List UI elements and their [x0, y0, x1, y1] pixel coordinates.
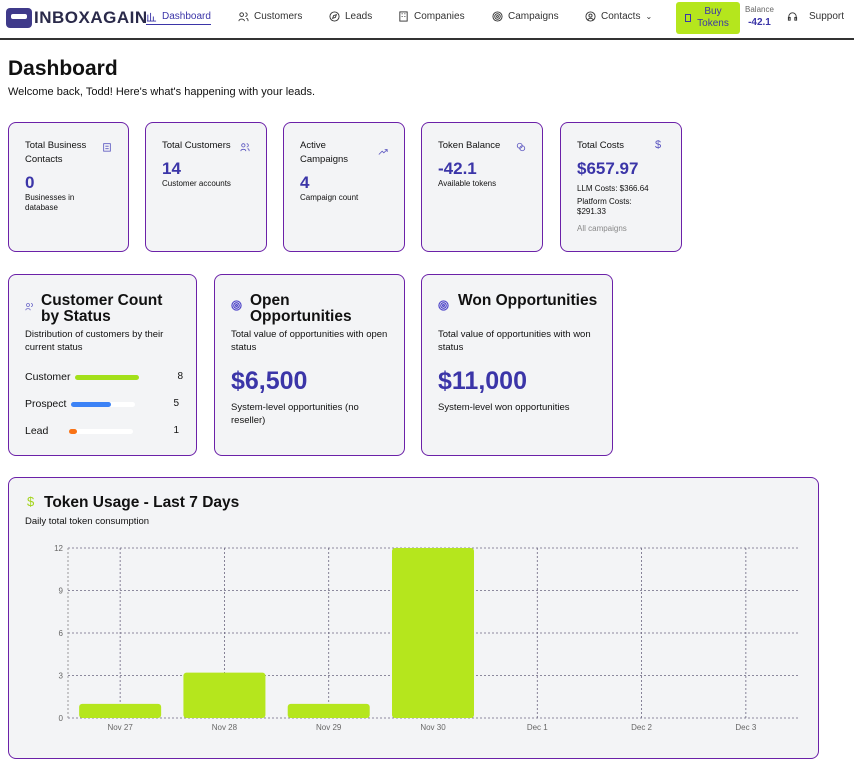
- robot-logo-icon: [6, 8, 32, 28]
- page-title: Dashboard: [8, 57, 118, 80]
- dollar-icon: $: [655, 139, 662, 151]
- target-icon: [231, 300, 242, 311]
- x-tick-label: Nov 29: [316, 723, 342, 732]
- nav-support[interactable]: Support: [787, 11, 844, 22]
- users-icon: [238, 12, 249, 22]
- logo[interactable]: INBOXAGAIN: [6, 8, 148, 28]
- nav-leads[interactable]: Leads: [329, 11, 372, 22]
- status-bar: [71, 402, 135, 407]
- nav-customers[interactable]: Customers: [238, 11, 302, 22]
- open-opportunities-card: Open Opportunities Total value of opport…: [214, 274, 405, 456]
- bar-chart-icon: [146, 12, 157, 22]
- status-row-customer: Customer 8: [25, 371, 183, 383]
- coins-icon: [516, 142, 526, 152]
- user-circle-icon: [585, 11, 596, 22]
- x-tick-label: Dec 1: [527, 723, 548, 732]
- users-icon: [240, 143, 250, 152]
- users-icon: [25, 303, 33, 311]
- chart-subtitle: Daily total token consumption: [25, 516, 150, 527]
- x-tick-label: Nov 28: [212, 723, 238, 732]
- status-bar-fill: [71, 402, 111, 407]
- status-bar: [69, 429, 133, 434]
- y-tick-label: 12: [54, 544, 63, 553]
- building-icon: [103, 143, 111, 152]
- status-bar-fill: [75, 375, 139, 380]
- nav-campaigns[interactable]: Campaigns: [492, 11, 559, 22]
- target-icon: [492, 11, 503, 22]
- welcome-text: Welcome back, Todd! Here's what's happen…: [8, 86, 316, 98]
- status-bar-fill: [69, 429, 77, 434]
- target-icon: [438, 300, 449, 311]
- nav-dashboard[interactable]: Dashboard: [146, 11, 211, 25]
- bar: [79, 703, 162, 718]
- status-bar: [75, 375, 139, 380]
- dollar-icon: $: [27, 494, 35, 509]
- nav-contacts[interactable]: Contacts ⌄: [585, 11, 652, 22]
- building-icon: [399, 11, 408, 22]
- y-tick-label: 3: [59, 672, 64, 681]
- x-tick-label: Nov 27: [107, 723, 133, 732]
- compass-icon: [329, 11, 340, 22]
- y-tick-label: 6: [59, 629, 64, 638]
- x-tick-label: Nov 30: [420, 723, 446, 732]
- stat-card-total-customers: Total Customers 14 Customer accounts: [145, 122, 267, 252]
- stat-card-business-contacts: Total Business Contacts 0 Businesses in d…: [8, 122, 129, 252]
- bar: [183, 672, 266, 718]
- status-row-prospect: Prospect 5: [25, 398, 179, 410]
- won-opportunities-card: Won Opportunities Total value of opportu…: [421, 274, 613, 456]
- nav-companies[interactable]: Companies: [398, 11, 465, 22]
- customer-status-card: Customer Count by Status Distribution of…: [8, 274, 197, 456]
- bar: [392, 548, 474, 718]
- top-nav: INBOXAGAIN Dashboard Customers Leads Com…: [0, 0, 854, 40]
- bar: [287, 703, 370, 718]
- status-row-lead: Lead 1: [25, 425, 179, 437]
- token-usage-card: $ Token Usage - Last 7 Days Daily total …: [8, 477, 819, 759]
- headphones-icon: [787, 12, 798, 21]
- trending-up-icon: [378, 149, 388, 155]
- x-tick-label: Dec 3: [735, 723, 756, 732]
- chart-title: Token Usage - Last 7 Days: [44, 494, 240, 511]
- y-tick-label: 9: [59, 587, 64, 596]
- x-tick-label: Dec 2: [631, 723, 652, 732]
- y-tick-label: 0: [59, 714, 64, 723]
- wallet-icon: [685, 14, 691, 22]
- stat-card-token-balance: Token Balance -42.1 Available tokens: [421, 122, 543, 252]
- stat-card-active-campaigns: Active Campaigns 4 Campaign count: [283, 122, 405, 252]
- chevron-down-icon: ⌄: [645, 12, 653, 21]
- balance-display: Balance -42.1: [745, 5, 774, 28]
- buy-tokens-button[interactable]: Buy Tokens: [676, 2, 740, 34]
- stat-card-total-costs: Total Costs $ $657.97 LLM Costs: $366.64…: [560, 122, 682, 252]
